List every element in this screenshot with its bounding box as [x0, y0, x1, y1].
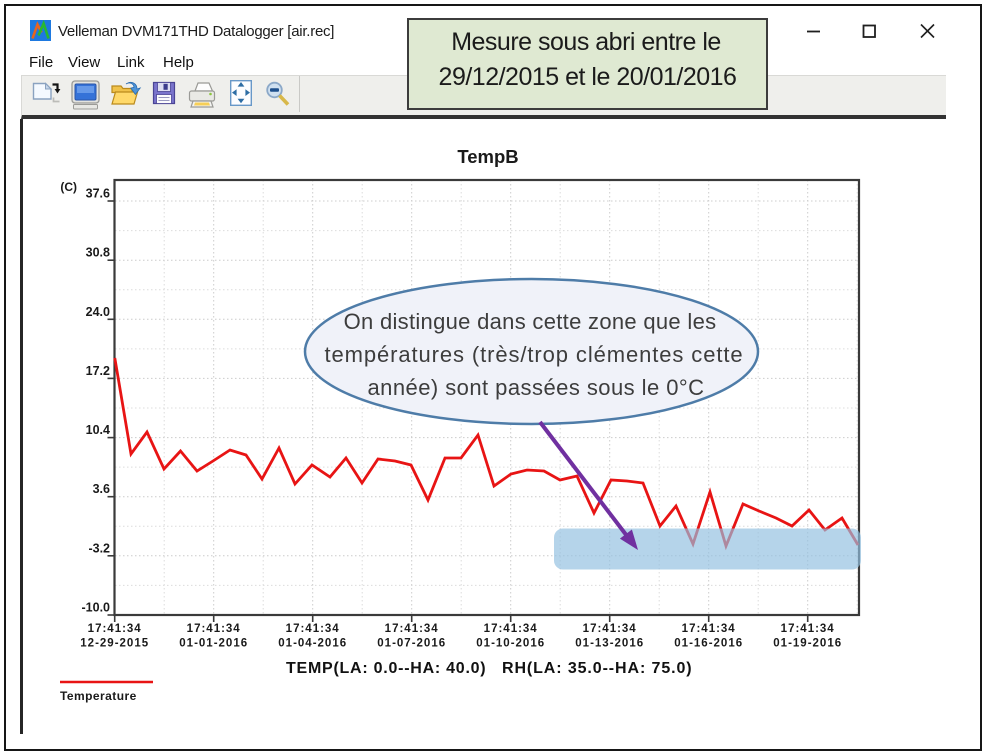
svg-text:TempB: TempB — [457, 146, 518, 167]
svg-text:17:41:34: 17:41:34 — [286, 623, 340, 635]
svg-text:températures (très/trop clémen: températures (très/trop clémentes cette — [324, 342, 743, 367]
svg-text:01-01-2016: 01-01-2016 — [179, 638, 248, 650]
svg-text:TEMP(LA: 0.0--HA: 40.0): TEMP(LA: 0.0--HA: 40.0) — [286, 660, 486, 677]
svg-text:3.6: 3.6 — [93, 482, 110, 496]
svg-text:(C): (C) — [60, 180, 77, 194]
svg-text:17:41:34: 17:41:34 — [187, 623, 241, 635]
svg-text:01-10-2016: 01-10-2016 — [476, 638, 545, 650]
svg-text:année) sont passées sous le 0°: année) sont passées sous le 0°C — [367, 375, 704, 400]
svg-text:30.8: 30.8 — [86, 246, 110, 260]
svg-text:17:41:34: 17:41:34 — [385, 623, 439, 635]
svg-text:01-16-2016: 01-16-2016 — [674, 638, 743, 650]
svg-text:RH(LA: 35.0--HA: 75.0): RH(LA: 35.0--HA: 75.0) — [502, 660, 693, 677]
svg-text:17:41:34: 17:41:34 — [682, 623, 736, 635]
svg-text:On distingue dans cette zone q: On distingue dans cette zone que les — [344, 309, 717, 334]
svg-text:01-19-2016: 01-19-2016 — [773, 638, 842, 650]
svg-text:-3.2: -3.2 — [88, 541, 110, 555]
svg-text:37.6: 37.6 — [86, 187, 110, 201]
svg-text:01-07-2016: 01-07-2016 — [377, 638, 446, 650]
svg-text:10.4: 10.4 — [86, 423, 110, 437]
svg-text:24.0: 24.0 — [86, 305, 110, 319]
svg-text:17:41:34: 17:41:34 — [583, 623, 637, 635]
svg-text:01-04-2016: 01-04-2016 — [278, 638, 347, 650]
svg-text:17.2: 17.2 — [86, 364, 110, 378]
svg-text:17:41:34: 17:41:34 — [88, 623, 142, 635]
svg-text:01-13-2016: 01-13-2016 — [575, 638, 644, 650]
svg-text:17:41:34: 17:41:34 — [781, 623, 835, 635]
svg-text:Temperature: Temperature — [60, 689, 137, 703]
svg-text:12-29-2015: 12-29-2015 — [80, 638, 149, 650]
svg-text:-10.0: -10.0 — [82, 601, 111, 615]
svg-text:17:41:34: 17:41:34 — [484, 623, 538, 635]
